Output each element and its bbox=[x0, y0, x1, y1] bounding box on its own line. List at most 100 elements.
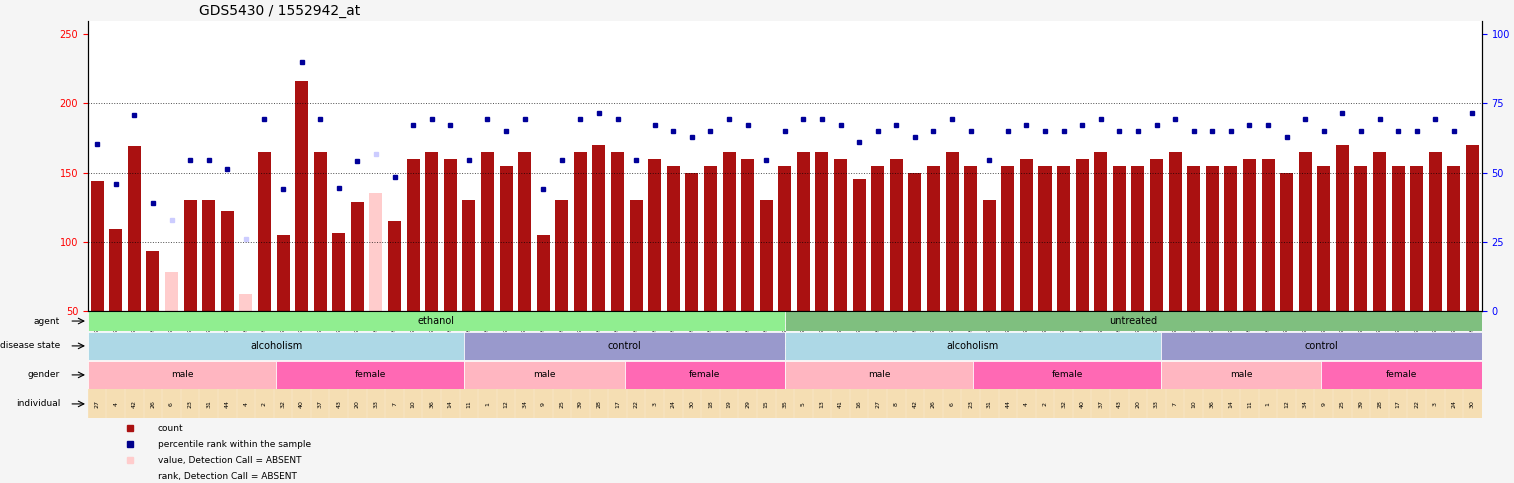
Bar bbox=[444, 159, 457, 311]
Text: 14: 14 bbox=[1228, 400, 1234, 408]
Text: 22: 22 bbox=[634, 400, 639, 408]
Text: 2: 2 bbox=[1043, 402, 1048, 406]
Text: 32: 32 bbox=[280, 400, 286, 408]
Text: 33: 33 bbox=[374, 400, 378, 408]
Text: 25: 25 bbox=[559, 400, 565, 408]
Bar bbox=[1429, 152, 1441, 311]
Bar bbox=[1161, 361, 1322, 389]
Text: 7: 7 bbox=[392, 402, 397, 406]
Text: 37: 37 bbox=[1098, 400, 1104, 408]
Text: 43: 43 bbox=[1117, 400, 1122, 408]
Text: 9: 9 bbox=[1322, 402, 1326, 406]
Bar bbox=[871, 166, 884, 311]
Text: 18: 18 bbox=[709, 400, 713, 408]
Text: 27: 27 bbox=[875, 400, 880, 408]
Bar bbox=[927, 166, 940, 311]
Bar bbox=[784, 311, 1482, 331]
Text: 23: 23 bbox=[967, 400, 974, 408]
Bar bbox=[974, 361, 1161, 389]
Bar bbox=[784, 361, 974, 389]
Bar bbox=[1020, 159, 1033, 311]
Text: 33: 33 bbox=[1154, 400, 1160, 408]
Text: 1: 1 bbox=[484, 402, 491, 406]
Text: alcoholism: alcoholism bbox=[250, 341, 303, 351]
Text: 6: 6 bbox=[949, 402, 954, 406]
Text: value, Detection Call = ABSENT: value, Detection Call = ABSENT bbox=[157, 456, 301, 465]
Text: alcoholism: alcoholism bbox=[946, 341, 999, 351]
Bar bbox=[834, 159, 846, 311]
Text: 4: 4 bbox=[114, 402, 118, 406]
Bar bbox=[332, 233, 345, 311]
Text: 32: 32 bbox=[1061, 400, 1066, 408]
Bar bbox=[1447, 166, 1461, 311]
Text: 42: 42 bbox=[913, 400, 917, 408]
Bar bbox=[462, 200, 475, 311]
Text: 24: 24 bbox=[1452, 400, 1456, 408]
Bar bbox=[1335, 145, 1349, 311]
Bar bbox=[784, 332, 1161, 360]
Text: 31: 31 bbox=[206, 400, 210, 408]
Text: 9: 9 bbox=[540, 402, 545, 406]
Bar bbox=[1113, 166, 1126, 311]
Text: 6: 6 bbox=[170, 402, 174, 406]
Bar bbox=[425, 152, 438, 311]
Text: 4: 4 bbox=[244, 402, 248, 406]
Text: percentile rank within the sample: percentile rank within the sample bbox=[157, 440, 310, 449]
Bar bbox=[796, 152, 810, 311]
Text: 10: 10 bbox=[410, 400, 416, 408]
Bar bbox=[946, 152, 958, 311]
Text: 39: 39 bbox=[1358, 400, 1364, 408]
Text: 2: 2 bbox=[262, 402, 266, 406]
Text: 43: 43 bbox=[336, 400, 341, 408]
Text: 20: 20 bbox=[354, 400, 360, 408]
Text: 40: 40 bbox=[300, 400, 304, 408]
Text: 44: 44 bbox=[224, 400, 230, 408]
Text: 40: 40 bbox=[1079, 400, 1084, 408]
Bar bbox=[127, 146, 141, 311]
Bar bbox=[203, 200, 215, 311]
Text: control: control bbox=[1305, 341, 1338, 351]
Text: disease state: disease state bbox=[0, 341, 61, 350]
Text: 22: 22 bbox=[1414, 400, 1419, 408]
Bar bbox=[313, 152, 327, 311]
Text: 7: 7 bbox=[1172, 402, 1178, 406]
Text: 13: 13 bbox=[819, 400, 825, 408]
Text: individual: individual bbox=[15, 399, 61, 409]
Bar bbox=[1373, 152, 1385, 311]
Text: 39: 39 bbox=[578, 400, 583, 408]
Bar bbox=[500, 166, 513, 311]
Bar bbox=[964, 166, 977, 311]
Bar bbox=[1281, 172, 1293, 311]
Bar bbox=[1410, 166, 1423, 311]
Text: 3: 3 bbox=[1432, 402, 1438, 406]
Text: 15: 15 bbox=[763, 400, 769, 408]
Bar bbox=[465, 332, 784, 360]
Bar bbox=[890, 159, 902, 311]
Text: 30: 30 bbox=[689, 400, 695, 408]
Bar bbox=[147, 251, 159, 311]
Text: 12: 12 bbox=[1284, 400, 1288, 408]
Text: 19: 19 bbox=[727, 400, 731, 408]
Bar bbox=[1001, 166, 1014, 311]
Text: 16: 16 bbox=[857, 400, 861, 408]
Bar bbox=[1243, 159, 1257, 311]
Bar bbox=[518, 152, 531, 311]
Text: 27: 27 bbox=[95, 400, 100, 408]
Bar bbox=[666, 166, 680, 311]
Text: male: male bbox=[533, 370, 556, 380]
Text: 42: 42 bbox=[132, 400, 136, 408]
Text: untreated: untreated bbox=[1110, 316, 1157, 326]
Text: female: female bbox=[1051, 370, 1083, 380]
Bar bbox=[742, 159, 754, 311]
Text: agent: agent bbox=[33, 316, 61, 326]
Text: 4: 4 bbox=[1023, 402, 1030, 406]
Text: 37: 37 bbox=[318, 400, 322, 408]
Bar bbox=[612, 152, 624, 311]
Bar bbox=[1161, 332, 1482, 360]
Text: 44: 44 bbox=[1005, 400, 1010, 408]
Bar bbox=[88, 311, 784, 331]
Bar bbox=[778, 166, 792, 311]
Bar bbox=[1169, 152, 1181, 311]
Bar bbox=[816, 152, 828, 311]
Text: 20: 20 bbox=[1136, 400, 1140, 408]
